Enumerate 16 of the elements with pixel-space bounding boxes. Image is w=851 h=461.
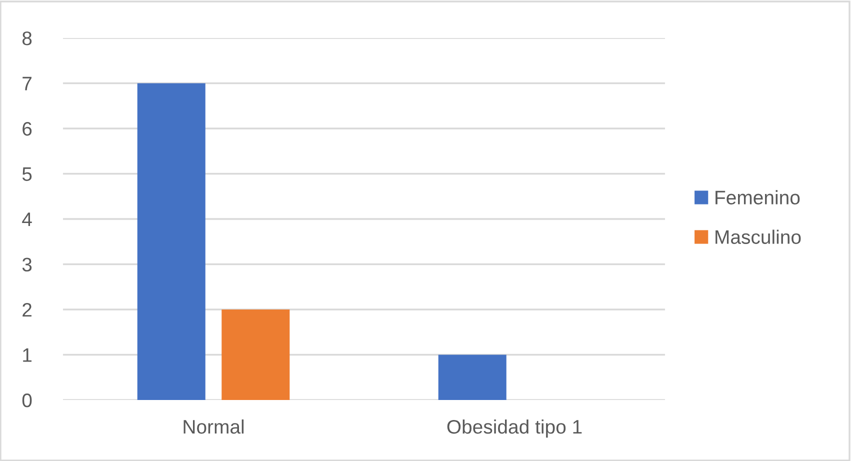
bar — [222, 310, 290, 400]
legend-label: Masculino — [716, 230, 801, 244]
y-tick-label: 4 — [22, 212, 32, 226]
y-tick-label: 6 — [22, 122, 32, 136]
y-tick-label: 3 — [22, 258, 32, 272]
y-tick-label: 8 — [22, 31, 32, 46]
y-tick-label: 2 — [22, 302, 32, 317]
y-tick-label: 0 — [22, 393, 32, 408]
y-tick-label: 1 — [23, 348, 32, 362]
legend-label: Femenino — [716, 190, 800, 204]
bar — [438, 354, 506, 400]
bar — [137, 83, 206, 400]
x-tick-label: Normal — [184, 419, 244, 434]
y-tick-label: 7 — [22, 76, 32, 90]
x-tick-label: Obesidad tipo 1 — [447, 419, 582, 438]
y-tick-label: 5 — [22, 167, 32, 181]
